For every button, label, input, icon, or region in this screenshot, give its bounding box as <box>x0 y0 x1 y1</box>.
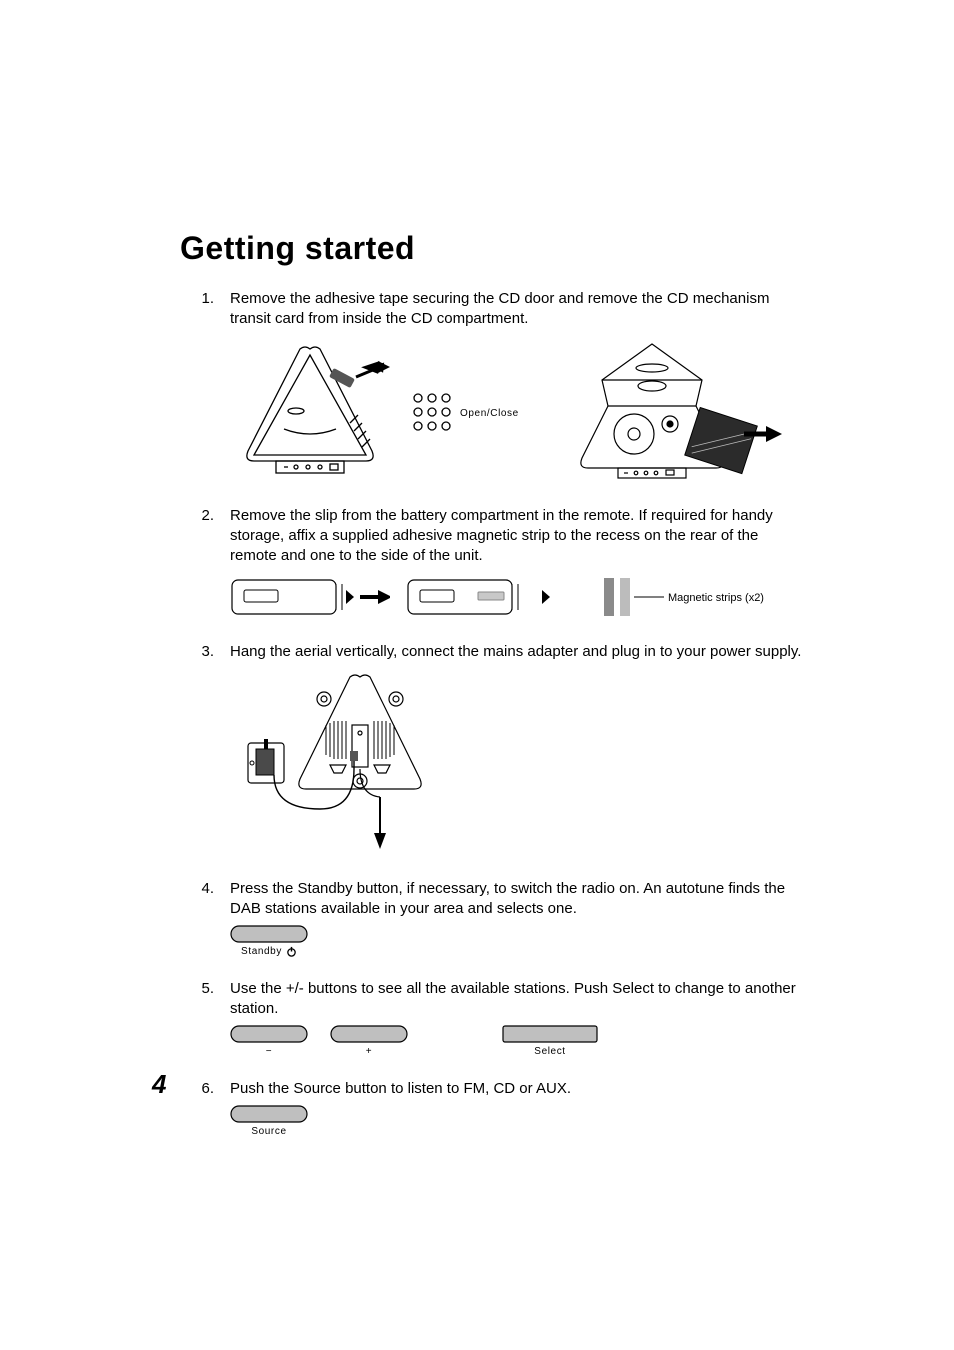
magnetic-strips-label: Magnetic strips (x2) <box>668 592 764 604</box>
standby-label: Standby <box>241 945 282 959</box>
step-number: 5. <box>180 979 230 999</box>
step-5: 5. Use the +/- buttons to see all the av… <box>180 979 804 1071</box>
power-aerial-diagram <box>230 669 450 859</box>
step-text: Push the Source button to listen to FM, … <box>230 1079 804 1099</box>
select-label: Select <box>502 1045 598 1059</box>
step-text: Press the Standby button, if necessary, … <box>230 879 804 920</box>
standby-button-diagram <box>230 925 308 943</box>
step-number: 2. <box>180 506 230 526</box>
step-6: 6. Push the Source button to listen to F… <box>180 1079 804 1151</box>
step4-figures: Standby <box>230 925 804 959</box>
step-text: Remove the adhesive tape securing the CD… <box>230 289 804 330</box>
device-front-diagram <box>230 341 390 481</box>
step-number: 1. <box>180 289 230 309</box>
device-open-diagram <box>562 336 782 486</box>
step5-figures: − + Select <box>230 1025 804 1059</box>
steps-list: 1. Remove the adhesive tape securing the… <box>180 289 804 1150</box>
page-number: 4 <box>152 1069 166 1100</box>
remote-slip-diagram <box>230 572 390 622</box>
step6-figures: Source <box>230 1105 804 1139</box>
step-text: Remove the slip from the battery compart… <box>230 506 804 567</box>
step-number: 6. <box>180 1079 230 1099</box>
minus-button-diagram <box>230 1025 308 1043</box>
source-label: Source <box>230 1125 308 1139</box>
step1-figures: Open/Close <box>230 336 804 486</box>
plus-label: + <box>330 1045 408 1059</box>
step-number: 3. <box>180 642 230 662</box>
step-3: 3. Hang the aerial vertically, connect t… <box>180 642 804 870</box>
step-text: Hang the aerial vertically, connect the … <box>230 642 804 662</box>
minus-label: − <box>230 1045 308 1059</box>
source-button-diagram <box>230 1105 308 1123</box>
step-1: 1. Remove the adhesive tape securing the… <box>180 289 804 498</box>
step-text: Use the +/- buttons to see all the avail… <box>230 979 804 1020</box>
remote-strip-diagram <box>406 572 586 622</box>
step3-figures <box>230 669 804 859</box>
step-number: 4. <box>180 879 230 899</box>
power-icon <box>286 946 297 957</box>
magnetic-strips-diagram: Magnetic strips (x2) <box>602 572 802 622</box>
step2-figures: Magnetic strips (x2) <box>230 572 804 622</box>
select-button-diagram <box>502 1025 598 1043</box>
open-close-buttons-diagram: Open/Close <box>406 376 546 446</box>
open-close-label: Open/Close <box>460 408 519 419</box>
step-4: 4. Press the Standby button, if necessar… <box>180 879 804 971</box>
step-2: 2. Remove the slip from the battery comp… <box>180 506 804 635</box>
page-title: Getting started <box>180 230 804 267</box>
plus-button-diagram <box>330 1025 408 1043</box>
